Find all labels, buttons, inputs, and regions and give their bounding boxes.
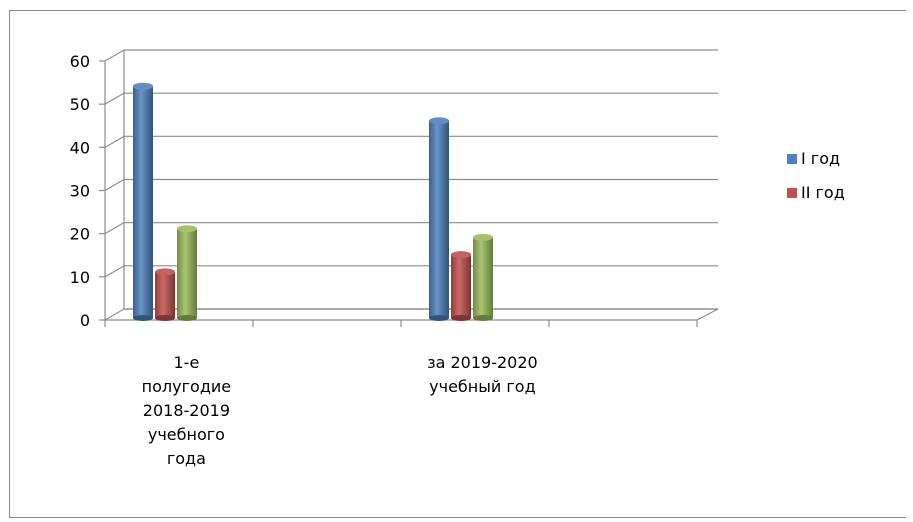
- bars: [133, 82, 493, 321]
- legend-swatch: [787, 154, 797, 164]
- legend-label: II год: [801, 183, 845, 202]
- y-tick-label: 0: [80, 311, 90, 330]
- bar-series-3: [177, 225, 197, 321]
- y-tick-label: 10: [70, 268, 90, 287]
- axes: [99, 50, 719, 327]
- gridline-side: [104, 178, 125, 192]
- bar-I-год: [429, 117, 449, 321]
- gridline-side: [104, 135, 125, 148]
- y-tick-label: 30: [70, 182, 90, 201]
- x-category-label: учебный год: [429, 377, 535, 396]
- x-category-label: года: [167, 449, 206, 468]
- x-category-label: 1-е: [174, 353, 200, 372]
- floor-right-edge: [696, 308, 719, 321]
- bar-I-год: [133, 82, 153, 321]
- labels: 0 10 20 30 40 50 60 1-е полугодие 2018-2019 учебно…: [70, 52, 538, 468]
- gridline-side: [104, 308, 125, 321]
- gridline-side: [104, 49, 125, 62]
- chart-frame: [9, 10, 906, 518]
- legend-swatch: [787, 188, 797, 198]
- gridline-side: [104, 265, 125, 278]
- legend-label: I год: [801, 149, 840, 168]
- x-category-label: учебного: [148, 425, 225, 444]
- gridline-side: [104, 92, 125, 105]
- gridline-side: [104, 222, 125, 235]
- bar-series-3: [473, 233, 493, 321]
- bar-II-год: [155, 268, 175, 321]
- x-category-label: полугодие: [142, 377, 231, 396]
- x-category-label: 2018-2019: [143, 401, 230, 420]
- y-tick-label: 50: [70, 95, 90, 114]
- y-tick-label: 40: [70, 138, 90, 157]
- x-category-label: за 2019-2020: [427, 353, 538, 372]
- bar-II-год: [451, 251, 471, 321]
- y-tick-label: 60: [70, 52, 90, 71]
- y-tick-label: 20: [70, 225, 90, 244]
- legend: I год II год: [787, 149, 845, 202]
